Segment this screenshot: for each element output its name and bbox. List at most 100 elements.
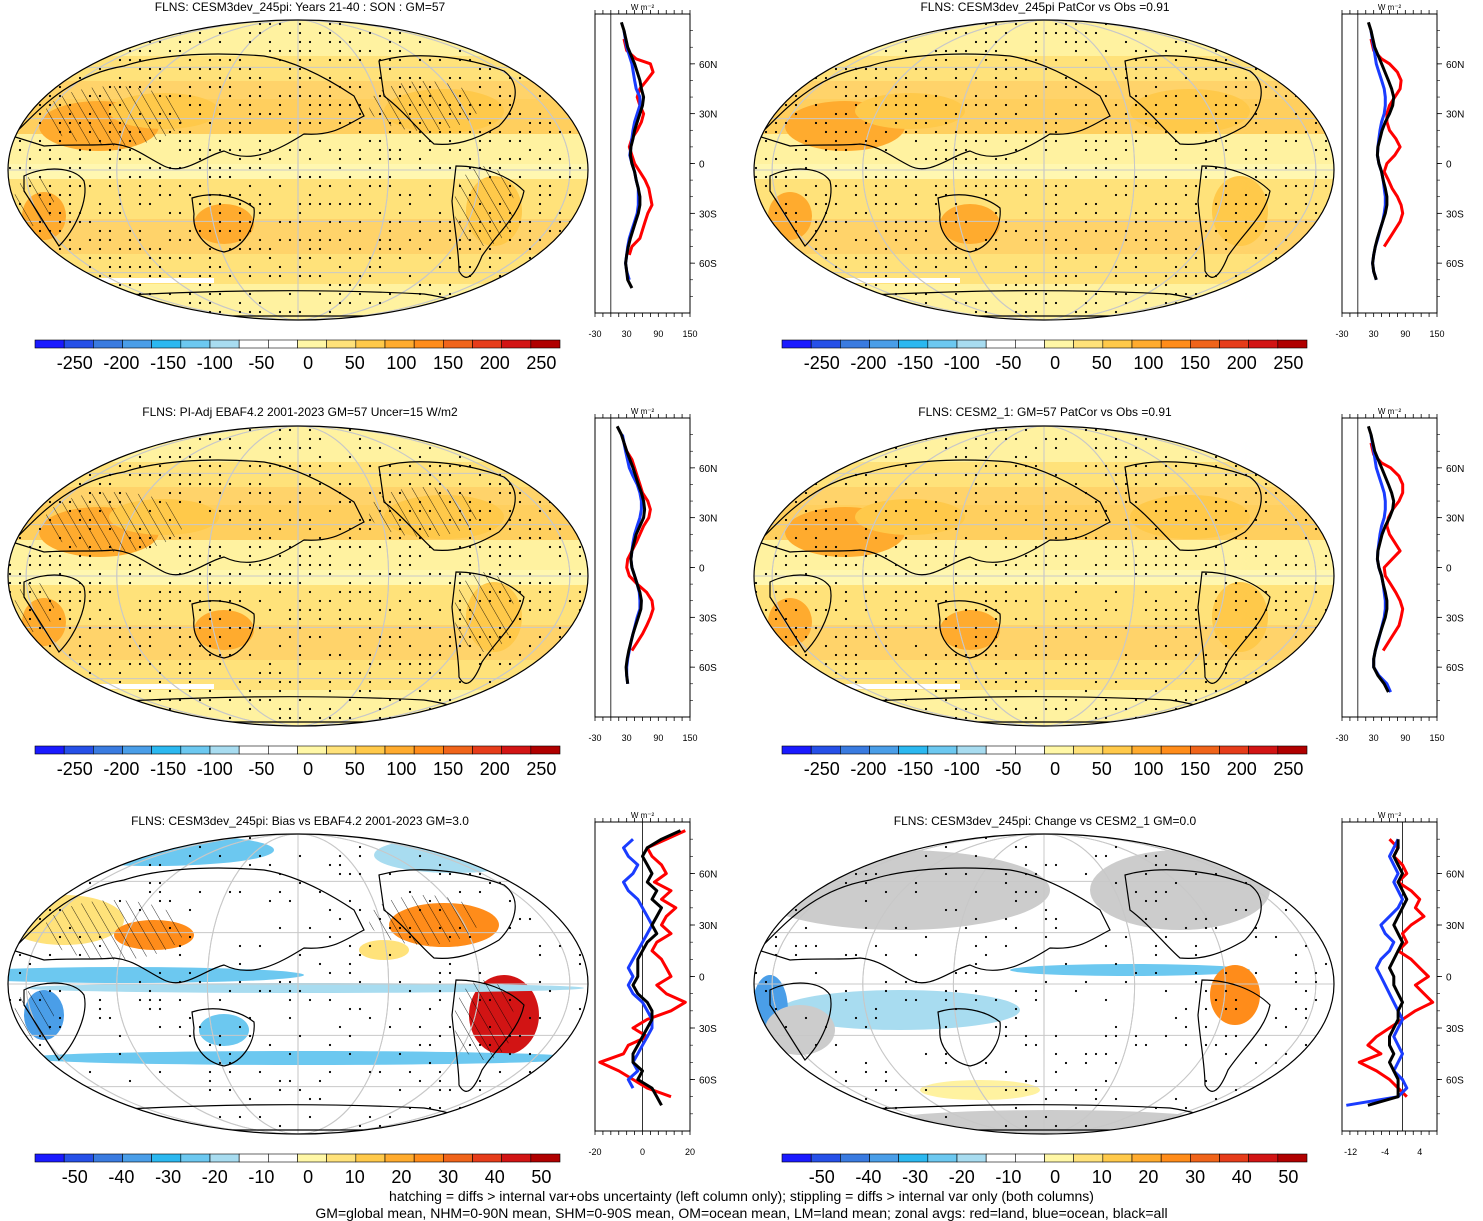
stipple-dot [538,500,542,504]
stipple-dot [168,49,172,53]
stipple-dot [158,184,162,188]
stipple-dot [548,590,552,594]
stipple-dot [338,166,342,170]
stipple-dot [258,76,262,80]
colorbar-swatch [1248,745,1279,755]
stipple-dot [318,464,322,468]
colorbar-swatch [1277,339,1308,349]
stipple-dot [1094,247,1098,251]
zonal-lat-tick-label: 30S [1446,1024,1464,1035]
stipple-dot [1214,130,1218,134]
stipple-dot [1054,211,1058,215]
stipple-dot [874,256,878,260]
stipple-dot [288,67,292,71]
stipple-dot [408,563,412,567]
stipple-dot [834,662,838,666]
stipple-dot [298,446,302,450]
stipple-dot [1064,500,1068,504]
stipple-dot [338,292,342,296]
stipple-dot [1154,644,1158,648]
stipple-dot [1144,464,1148,468]
stipple-dot [138,980,142,984]
stipple-dot [1044,518,1048,522]
stipple-dot [1114,446,1118,450]
map-region [780,990,1020,1030]
stipple-dot [308,572,312,576]
stipple-dot [1094,536,1098,540]
colorbar-swatch [1131,745,1162,755]
colorbar-label: -250 [804,759,840,779]
stipple-dot [984,31,988,35]
stipple-dot [764,157,768,161]
stipple-dot [914,590,918,594]
stipple-dot [1054,671,1058,675]
stipple-dot [1154,58,1158,62]
stipple-dot [258,157,262,161]
stipple-dot [1074,211,1078,215]
colorbar-label: 50 [345,759,365,779]
stippling [754,428,1328,720]
stipple-dot [1104,518,1108,522]
stipple-dot [1204,653,1208,657]
stipple-dot [278,310,282,314]
stipple-dot [1034,94,1038,98]
stipple-dot [1184,265,1188,269]
panel-title-4: FLNS: CESM2_1: GM=57 PatCor vs Obs =0.91 [918,405,1172,419]
stipple-dot [328,31,332,35]
stipple-dot [458,464,462,468]
stipple-dot [238,238,242,242]
stipple-dot [148,890,152,894]
stipple-dot [924,671,928,675]
stipple-dot [884,482,888,486]
stipple-dot [1104,130,1108,134]
stipple-dot [468,247,472,251]
stipple-dot [1074,49,1078,53]
stipple-dot [1324,563,1328,567]
stipple-dot [844,998,848,1002]
stipple-dot [168,130,172,134]
stipple-dot [538,202,542,206]
stipple-dot [498,482,502,486]
zonal-lat-tick-label: 60S [699,1076,717,1087]
zonal-lat-tick-label: 60N [699,464,717,475]
stipple-dot [508,94,512,98]
stipple-dot [298,581,302,585]
stipple-dot [1234,536,1238,540]
stipple-dot [884,644,888,648]
stipple-dot [98,581,102,585]
stipple-dot [398,1007,402,1011]
stipple-dot [58,121,62,125]
stipple-dot [258,464,262,468]
stipple-dot [1024,509,1028,513]
stipple-dot [198,608,202,612]
stipple-dot [328,1070,332,1074]
stipple-dot [844,130,848,134]
stipple-dot [1074,617,1078,621]
stipple-dot [964,148,968,152]
stipple-dot [914,527,918,531]
stipple-dot [834,608,838,612]
stipple-dot [1194,67,1198,71]
stipple-dot [468,157,472,161]
stipple-dot [874,644,878,648]
stipple-dot [328,680,332,684]
stipple-dot [1164,274,1168,278]
stipple-dot [874,500,878,504]
stipple-dot [874,157,878,161]
stipple-dot [1184,563,1188,567]
stipple-dot [1114,545,1118,549]
stippling [754,836,1328,1128]
stipple-dot [864,554,868,558]
colorbar-swatch [781,1153,812,1163]
stipple-dot [368,139,372,143]
stipple-dot [18,139,22,143]
stipple-dot [258,193,262,197]
stipple-dot [478,220,482,224]
stipple-dot [1204,626,1208,630]
colorbar-swatch [956,745,987,755]
stipple-dot [218,437,222,441]
stipple-dot [1224,202,1228,206]
stipple-dot [774,554,778,558]
